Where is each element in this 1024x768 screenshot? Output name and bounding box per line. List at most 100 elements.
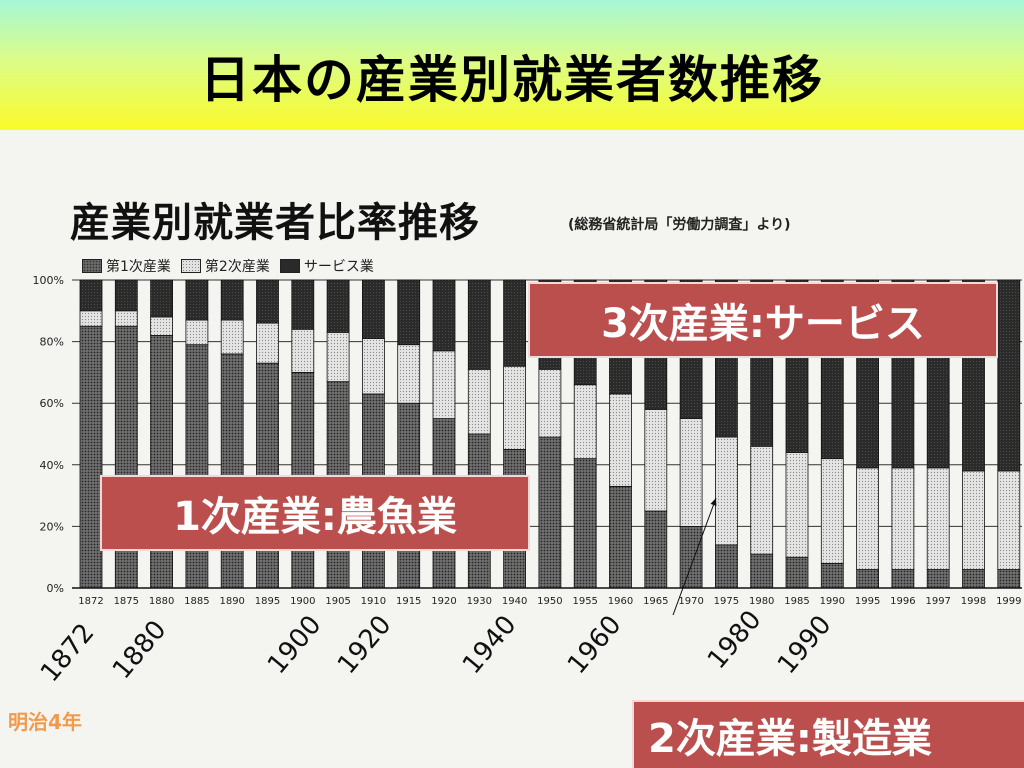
bar-segment-secondary [962,470,985,570]
bar-segment-primary [220,353,244,589]
x-tick-label: 1955 [572,596,597,607]
bar-segment-tertiary [503,279,527,367]
x-tick-label: 1920 [431,596,456,607]
bar-segment-primary [891,569,915,589]
x-tick-label: 1940 [502,596,527,607]
bar-segment-primary [997,569,1021,589]
bar-segment-primary [820,562,844,589]
y-tick-label: 40% [40,459,64,472]
legend-item-tertiary: サービス業 [279,256,374,276]
bar-segment-secondary [750,445,774,555]
bar-segment-secondary [891,467,915,570]
x-tick-label: 1999 [996,596,1021,607]
bar-segment-secondary [397,344,421,404]
tertiary-industry-callout: 3次産業:サービス [528,282,998,358]
chart-axes: 0% 20% 40% 60% 80% 100% 1872 1875 1880 1885 1890 18… [33,274,1022,607]
bar-segment-primary [79,325,103,589]
bar-segment-tertiary [185,279,209,321]
x-tick-label: 1965 [643,596,668,607]
bar-segment-secondary [997,470,1021,570]
bar-segment-secondary [573,384,597,460]
bar-segment-secondary [820,458,844,564]
bar-segment-secondary [679,418,703,527]
bar-segment-primary [679,525,703,589]
x-tick-label: 1998 [961,596,986,607]
bar-segment-tertiary [114,279,138,312]
bar-segment-secondary [150,316,174,336]
bar-segment-secondary [503,365,527,450]
x-tick-label: 1980 [749,596,774,607]
chart-legend: 第1次産業 第2次産業 サービス業 [82,256,374,276]
x-tick-label: 1997 [925,596,950,607]
secondary-industry-callout: 2次産業:製造業 [632,700,1024,768]
title-banner [0,0,1024,130]
x-tick-label: 1950 [537,596,562,607]
legend-item-secondary: 第2次産業 [180,256,270,276]
bar-segment-secondary [609,393,632,487]
x-tick-label: 1885 [184,596,209,607]
bar-segment-tertiary [291,279,315,330]
x-tick-label: 1985 [784,596,809,607]
bar-segment-secondary [326,331,350,383]
bar-segment-tertiary [256,279,279,324]
bar-segment-primary [185,344,209,589]
legend-label-primary: 第1次産業 [106,259,171,275]
bar-segment-tertiary [150,279,174,318]
x-tick-label: 1875 [114,596,139,607]
x-tick-label: 1990 [820,596,845,607]
bar-segment-secondary [256,322,279,364]
x-tick-label: 1905 [325,596,350,607]
bar-segment-primary [856,569,879,589]
bar-segment-secondary [715,436,738,546]
x-tick-label: 1900 [290,596,315,607]
bar-segment-tertiary [467,279,491,370]
y-tick-label: 0% [47,582,64,595]
bar-segment-secondary [361,338,385,395]
legend-label-secondary: 第2次産業 [204,259,270,275]
chart-title: 産業別就業者比率推移 [70,200,480,246]
x-tick-label: 1996 [890,596,915,607]
bar-segment-secondary [185,319,209,346]
bar-segment-primary [538,436,562,589]
bar-segment-secondary [785,452,809,558]
arrow-secondary [672,497,717,615]
bar-segment-tertiary [220,279,244,321]
bar-segment-primary [926,569,950,589]
legend-item-primary: 第1次産業 [82,256,171,276]
x-tick-label: 1872 [78,596,103,607]
legend-swatch-primary [82,259,102,273]
bar-segment-secondary [220,319,244,355]
y-tick-label: 20% [40,520,64,533]
bar-segment-secondary [114,310,138,327]
bar-segment-tertiary [997,279,1021,472]
bar-segment-primary [644,510,668,589]
x-tick-label: 1890 [219,596,244,607]
meiji-era-label: 明治4年 [8,710,82,734]
x-tick-label: 1915 [396,596,421,607]
primary-industry-callout: 1次産業:農魚業 [100,475,530,551]
bar-segment-tertiary [397,279,421,346]
bar-segment-secondary [79,310,103,327]
x-tick-label: 1995 [855,596,880,607]
x-tick-label: 1975 [714,596,739,607]
y-tick-label: 80% [40,336,64,349]
bar-segment-secondary [432,350,456,419]
bar-segment-secondary [467,368,491,435]
bar-segment-secondary [538,368,562,438]
bar-segment-secondary [291,328,315,373]
bar-segment-tertiary [79,279,103,312]
legend-label-tertiary: サービス業 [303,259,374,275]
legend-swatch-tertiary [279,259,300,273]
x-tick-label: 1910 [361,596,386,607]
x-tick-label: 1880 [149,596,174,607]
x-tick-label: 1895 [255,596,280,607]
bar-segment-primary [609,485,632,589]
bar-segment-primary [785,556,809,589]
bar-segment-secondary [926,467,950,570]
x-tick-label: 1970 [678,596,703,607]
bar-segment-tertiary [361,279,385,339]
bar-segment-tertiary [326,279,350,333]
chart-source: (総務省統計局「労働力調査」より) [568,217,791,233]
bar-segment-secondary [856,467,879,570]
x-tick-label: 1930 [467,596,492,607]
